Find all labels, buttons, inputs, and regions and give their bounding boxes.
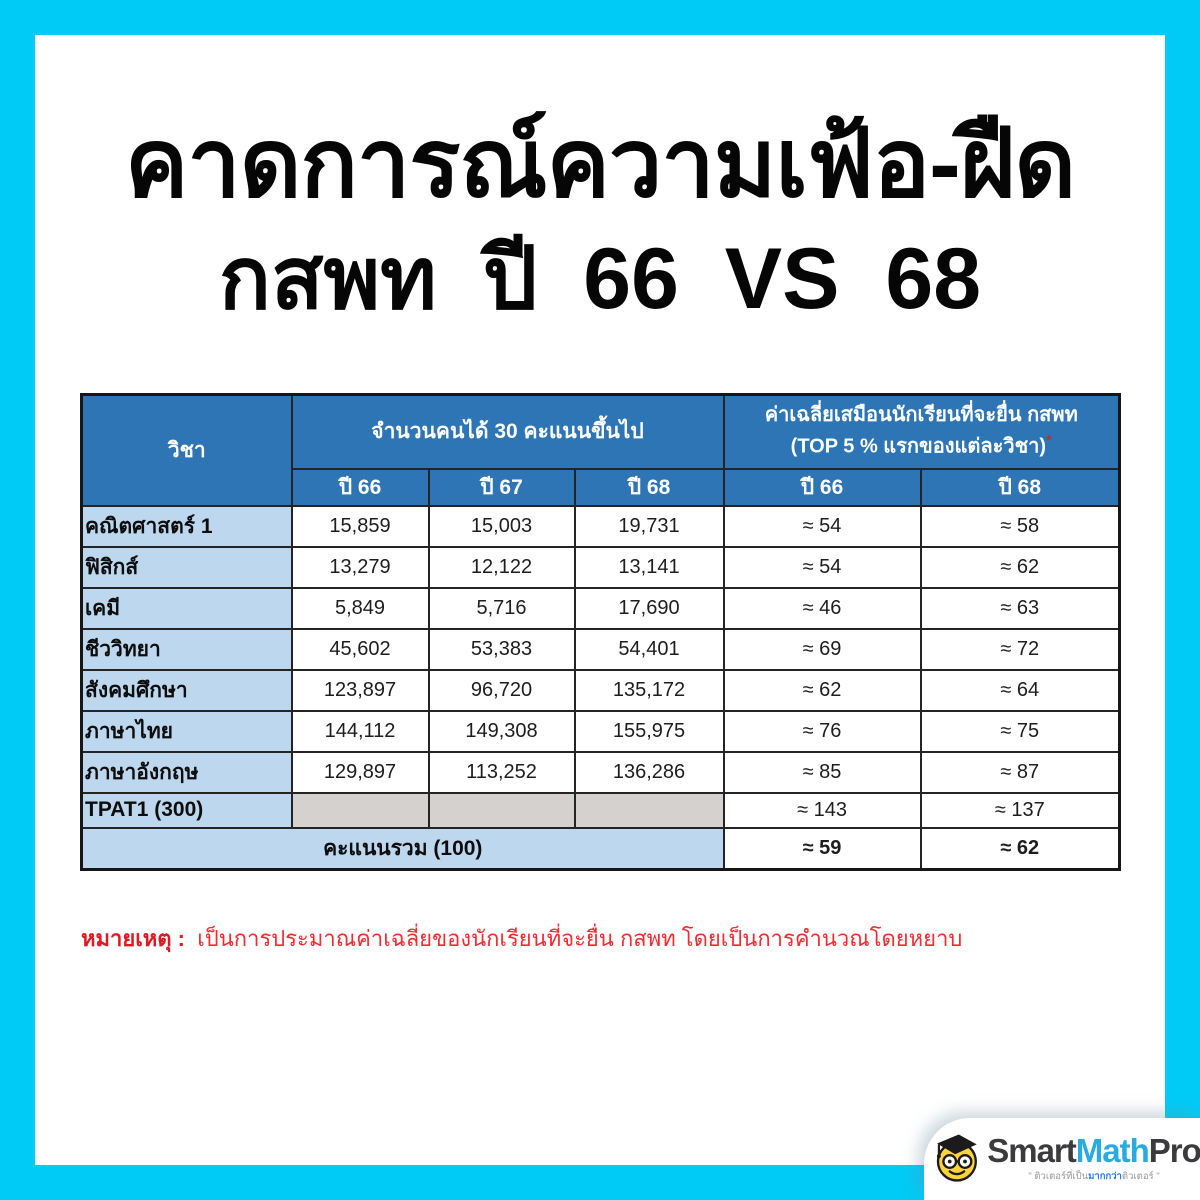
header-group-counts: จำนวนคนได้ 30 คะแนนขึ้นไป bbox=[290, 393, 725, 470]
tpat-row: TPAT1 (300) ≈ 143 ≈ 137 bbox=[80, 791, 1121, 829]
table-row: ภาษาอังกฤษ 129,897 113,252 136,286 ≈ 85 … bbox=[80, 750, 1121, 794]
table-header-year-row: ปี 66 ปี 67 ปี 68 ปี 66 ปี 68 bbox=[82, 467, 1121, 507]
table-row: ฟิสิกส์ 13,279 12,122 13,141 ≈ 54 ≈ 62 bbox=[80, 545, 1121, 589]
avg-cell: ≈ 137 bbox=[919, 791, 1121, 829]
count-cell: 96,720 bbox=[427, 668, 576, 712]
header-year-66-count: ปี 66 bbox=[290, 467, 430, 507]
header-year-68-avg: ปี 68 bbox=[919, 467, 1121, 507]
count-cell: 5,716 bbox=[427, 586, 576, 630]
header-year-68-count: ปี 68 bbox=[573, 467, 725, 507]
brand-logo: SmartMathPro " ติวเตอร์ที่เป็นมากกว่าติว… bbox=[923, 1130, 1200, 1189]
title-line-1: คาดการณ์ความเฟ้อ-ฝืด bbox=[124, 111, 1076, 217]
subject-cell: คณิตศาสตร์ 1 bbox=[80, 504, 293, 548]
empty-cell bbox=[290, 791, 430, 829]
brand-tagline: " ติวเตอร์ที่เป็นมากกว่าติวเตอร์ " bbox=[1028, 1171, 1160, 1183]
table-row: คณิตศาสตร์ 1 15,859 15,003 19,731 ≈ 54 ≈… bbox=[80, 504, 1121, 548]
avg-cell: ≈ 76 bbox=[722, 709, 922, 753]
avg-cell: ≈ 69 bbox=[722, 627, 922, 671]
footnote-label: หมายเหตุ : bbox=[81, 926, 185, 951]
count-cell: 19,731 bbox=[573, 504, 725, 548]
avg-cell: ≈ 54 bbox=[722, 504, 922, 548]
avg-cell: ≈ 62 bbox=[722, 668, 922, 712]
total-avg-cell: ≈ 62 bbox=[919, 826, 1121, 871]
avg-cell: ≈ 75 bbox=[919, 709, 1121, 753]
subject-cell: ภาษาไทย bbox=[80, 709, 293, 753]
page-title: คาดการณ์ความเฟ้อ-ฝืด กสพท ปี 66 VS 68 bbox=[35, 35, 1165, 336]
brand-name-math: Math bbox=[1075, 1131, 1150, 1169]
footnote: หมายเหตุ : เป็นการประมาณค่าเฉลี่ยของนักเ… bbox=[81, 921, 962, 956]
avg-cell: ≈ 54 bbox=[722, 545, 922, 589]
empty-cell bbox=[573, 791, 725, 829]
table-row: สังคมศึกษา 123,897 96,720 135,172 ≈ 62 ≈… bbox=[80, 668, 1121, 712]
header-group-averages: ค่าเฉลี่ยเสมือนนักเรียนที่จะยื่น กสพท (T… bbox=[722, 393, 1121, 470]
subject-cell: สังคมศึกษา bbox=[80, 668, 293, 712]
avg-cell: ≈ 46 bbox=[722, 586, 922, 630]
count-cell: 135,172 bbox=[573, 668, 725, 712]
subject-cell: เคมี bbox=[80, 586, 293, 630]
brand-text-block: SmartMathPro " ติวเตอร์ที่เป็นมากกว่าติว… bbox=[987, 1131, 1200, 1185]
subject-cell: ชีววิทยา bbox=[80, 627, 293, 671]
count-cell: 15,859 bbox=[290, 504, 430, 548]
table-row: ภาษาไทย 144,112 149,308 155,975 ≈ 76 ≈ 7… bbox=[80, 709, 1121, 753]
count-cell: 5,849 bbox=[290, 586, 430, 630]
count-cell: 123,897 bbox=[290, 668, 430, 712]
brand-panel: SmartMathPro " ติวเตอร์ที่เป็นมากกว่าติว… bbox=[924, 1118, 1200, 1200]
avg-cell: ≈ 58 bbox=[919, 504, 1121, 548]
subject-cell: ภาษาอังกฤษ bbox=[80, 750, 293, 794]
count-cell: 15,003 bbox=[427, 504, 576, 548]
avg-cell: ≈ 63 bbox=[919, 586, 1121, 630]
smiley-graduate-icon bbox=[929, 1130, 983, 1189]
header-group-averages-line2: (TOP 5 % แรกของแต่ละวิชา)* bbox=[790, 432, 1052, 459]
brand-name: SmartMathPro bbox=[987, 1131, 1200, 1169]
subject-cell: ฟิสิกส์ bbox=[80, 545, 293, 589]
count-cell: 12,122 bbox=[427, 545, 576, 589]
count-cell: 136,286 bbox=[573, 750, 725, 794]
header-group-averages-line1: ค่าเฉลี่ยเสมือนนักเรียนที่จะยื่น กสพท bbox=[764, 404, 1078, 427]
total-row: คะแนนรวม (100) ≈ 59 ≈ 62 bbox=[80, 826, 1121, 871]
table-row: เคมี 5,849 5,716 17,690 ≈ 46 ≈ 63 bbox=[80, 586, 1121, 630]
total-label-cell: คะแนนรวม (100) bbox=[80, 826, 725, 871]
footnote-asterisk: * bbox=[1046, 432, 1052, 450]
count-cell: 53,383 bbox=[427, 627, 576, 671]
avg-cell: ≈ 87 bbox=[919, 750, 1121, 794]
header-year-67-count: ปี 67 bbox=[427, 467, 576, 507]
scores-table: วิชา จำนวนคนได้ 30 คะแนนขึ้นไป ค่าเฉลี่ย… bbox=[80, 393, 1122, 871]
count-cell: 129,897 bbox=[290, 750, 430, 794]
count-cell: 155,975 bbox=[573, 709, 725, 753]
count-cell: 45,602 bbox=[290, 627, 430, 671]
avg-cell: ≈ 62 bbox=[919, 545, 1121, 589]
empty-cell bbox=[427, 791, 576, 829]
table-header-group-row: วิชา จำนวนคนได้ 30 คะแนนขึ้นไป ค่าเฉลี่ย… bbox=[80, 393, 1121, 507]
count-cell: 144,112 bbox=[290, 709, 430, 753]
content-area: คาดการณ์ความเฟ้อ-ฝืด กสพท ปี 66 VS 68 วิ… bbox=[35, 35, 1200, 1200]
avg-cell: ≈ 143 bbox=[722, 791, 922, 829]
subject-cell: TPAT1 (300) bbox=[80, 791, 293, 829]
count-cell: 113,252 bbox=[427, 750, 576, 794]
count-cell: 13,279 bbox=[290, 545, 430, 589]
total-avg-cell: ≈ 59 bbox=[722, 826, 922, 871]
footnote-text: เป็นการประมาณค่าเฉลี่ยของนักเรียนที่จะยื… bbox=[197, 926, 963, 951]
avg-cell: ≈ 64 bbox=[919, 668, 1121, 712]
count-cell: 149,308 bbox=[427, 709, 576, 753]
table-row: ชีววิทยา 45,602 53,383 54,401 ≈ 69 ≈ 72 bbox=[80, 627, 1121, 671]
title-line-2: กสพท ปี 66 VS 68 bbox=[218, 230, 982, 327]
header-subject: วิชา bbox=[80, 393, 293, 507]
avg-cell: ≈ 85 bbox=[722, 750, 922, 794]
count-cell: 13,141 bbox=[573, 545, 725, 589]
count-cell: 54,401 bbox=[573, 627, 725, 671]
avg-cell: ≈ 72 bbox=[919, 627, 1121, 671]
header-year-66-avg: ปี 66 bbox=[722, 467, 922, 507]
count-cell: 17,690 bbox=[573, 586, 725, 630]
